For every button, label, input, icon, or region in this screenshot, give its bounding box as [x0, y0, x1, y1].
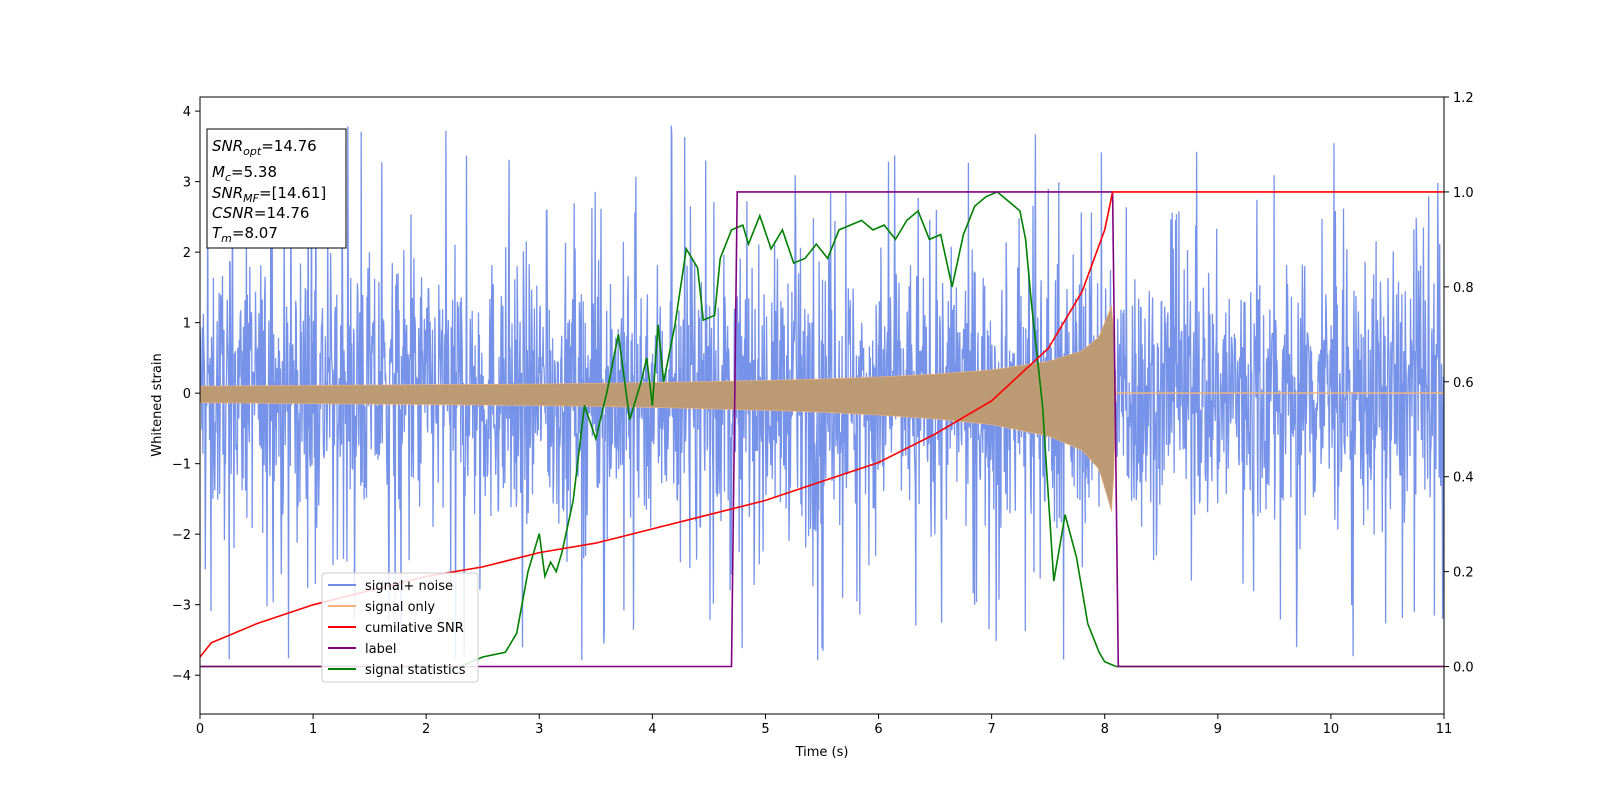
- x-axis-label: Time (s): [795, 745, 849, 760]
- y-tick-label: −4: [172, 669, 191, 684]
- csnr-text: CSNR=14.76: [212, 204, 309, 222]
- x-tick-label: 3: [535, 722, 543, 737]
- x-tick-label: 7: [987, 722, 995, 737]
- x-tick-label: 2: [422, 722, 430, 737]
- y-tick-label: −3: [172, 599, 191, 614]
- y-tick-label: 4: [183, 105, 191, 120]
- metrics-annotation-box: SNRopt=14.76 Mc=5.38 SNRMF=[14.61] CSNR=…: [206, 128, 347, 249]
- y2-tick-label: 0.6: [1453, 376, 1474, 391]
- snr-mf-text: SNRMF=[14.61]: [212, 184, 326, 205]
- legend: signal+ noise signal only cumilative SNR…: [321, 572, 479, 683]
- x-tick-label: 1: [309, 722, 317, 737]
- y-tick-label: 1: [183, 317, 191, 332]
- y-axis-right: 0.0 0.2 0.4 0.6 0.8 1.0 1.2: [1444, 91, 1474, 676]
- y-tick-label: 2: [183, 246, 191, 261]
- x-axis: 0 1 2 3 4 5 6 7 8 9 10 11: [196, 714, 1452, 737]
- plot-frame: [199, 96, 1445, 715]
- y-tick-label: 0: [183, 387, 191, 402]
- legend-label-cumulative-snr: cumilative SNR: [365, 621, 464, 636]
- legend-label-signal-noise: signal+ noise: [365, 579, 453, 594]
- signal-statistics-line: [200, 190, 1444, 668]
- x-tick-label: 0: [196, 722, 204, 737]
- x-tick-label: 5: [761, 722, 769, 737]
- y2-tick-label: 1.0: [1453, 186, 1474, 201]
- y2-tick-label: 0.2: [1453, 566, 1474, 581]
- label-line: [200, 191, 1444, 668]
- y2-tick-label: 1.2: [1453, 91, 1474, 106]
- x-tick-label: 4: [648, 722, 656, 737]
- x-tick-label: 6: [874, 722, 882, 737]
- y2-tick-label: 0.4: [1453, 471, 1474, 486]
- mc-text: Mc=5.38: [212, 163, 277, 184]
- y2-tick-label: 0.8: [1453, 281, 1474, 296]
- legend-frame: [321, 572, 479, 683]
- tm-text: Tm=8.07: [212, 224, 278, 245]
- legend-label-label: label: [365, 642, 396, 657]
- y-axis-left: −4 −3 −2 −1 0 1 2 3 4: [172, 105, 200, 684]
- legend-label-signal-only: signal only: [365, 600, 435, 615]
- y-tick-label: −2: [172, 528, 191, 543]
- y-axis-label: Whitened strain: [150, 353, 165, 456]
- y-tick-label: −1: [172, 458, 191, 473]
- legend-label-signal-statistics: signal statistics: [365, 663, 466, 678]
- x-tick-label: 11: [1436, 722, 1453, 737]
- x-tick-label: 8: [1101, 722, 1109, 737]
- snr-opt-text: SNRopt=14.76: [212, 137, 317, 158]
- y-tick-label: 3: [183, 176, 191, 191]
- x-tick-label: 10: [1323, 722, 1340, 737]
- y2-tick-label: 0.0: [1453, 661, 1474, 676]
- x-tick-label: 9: [1214, 722, 1222, 737]
